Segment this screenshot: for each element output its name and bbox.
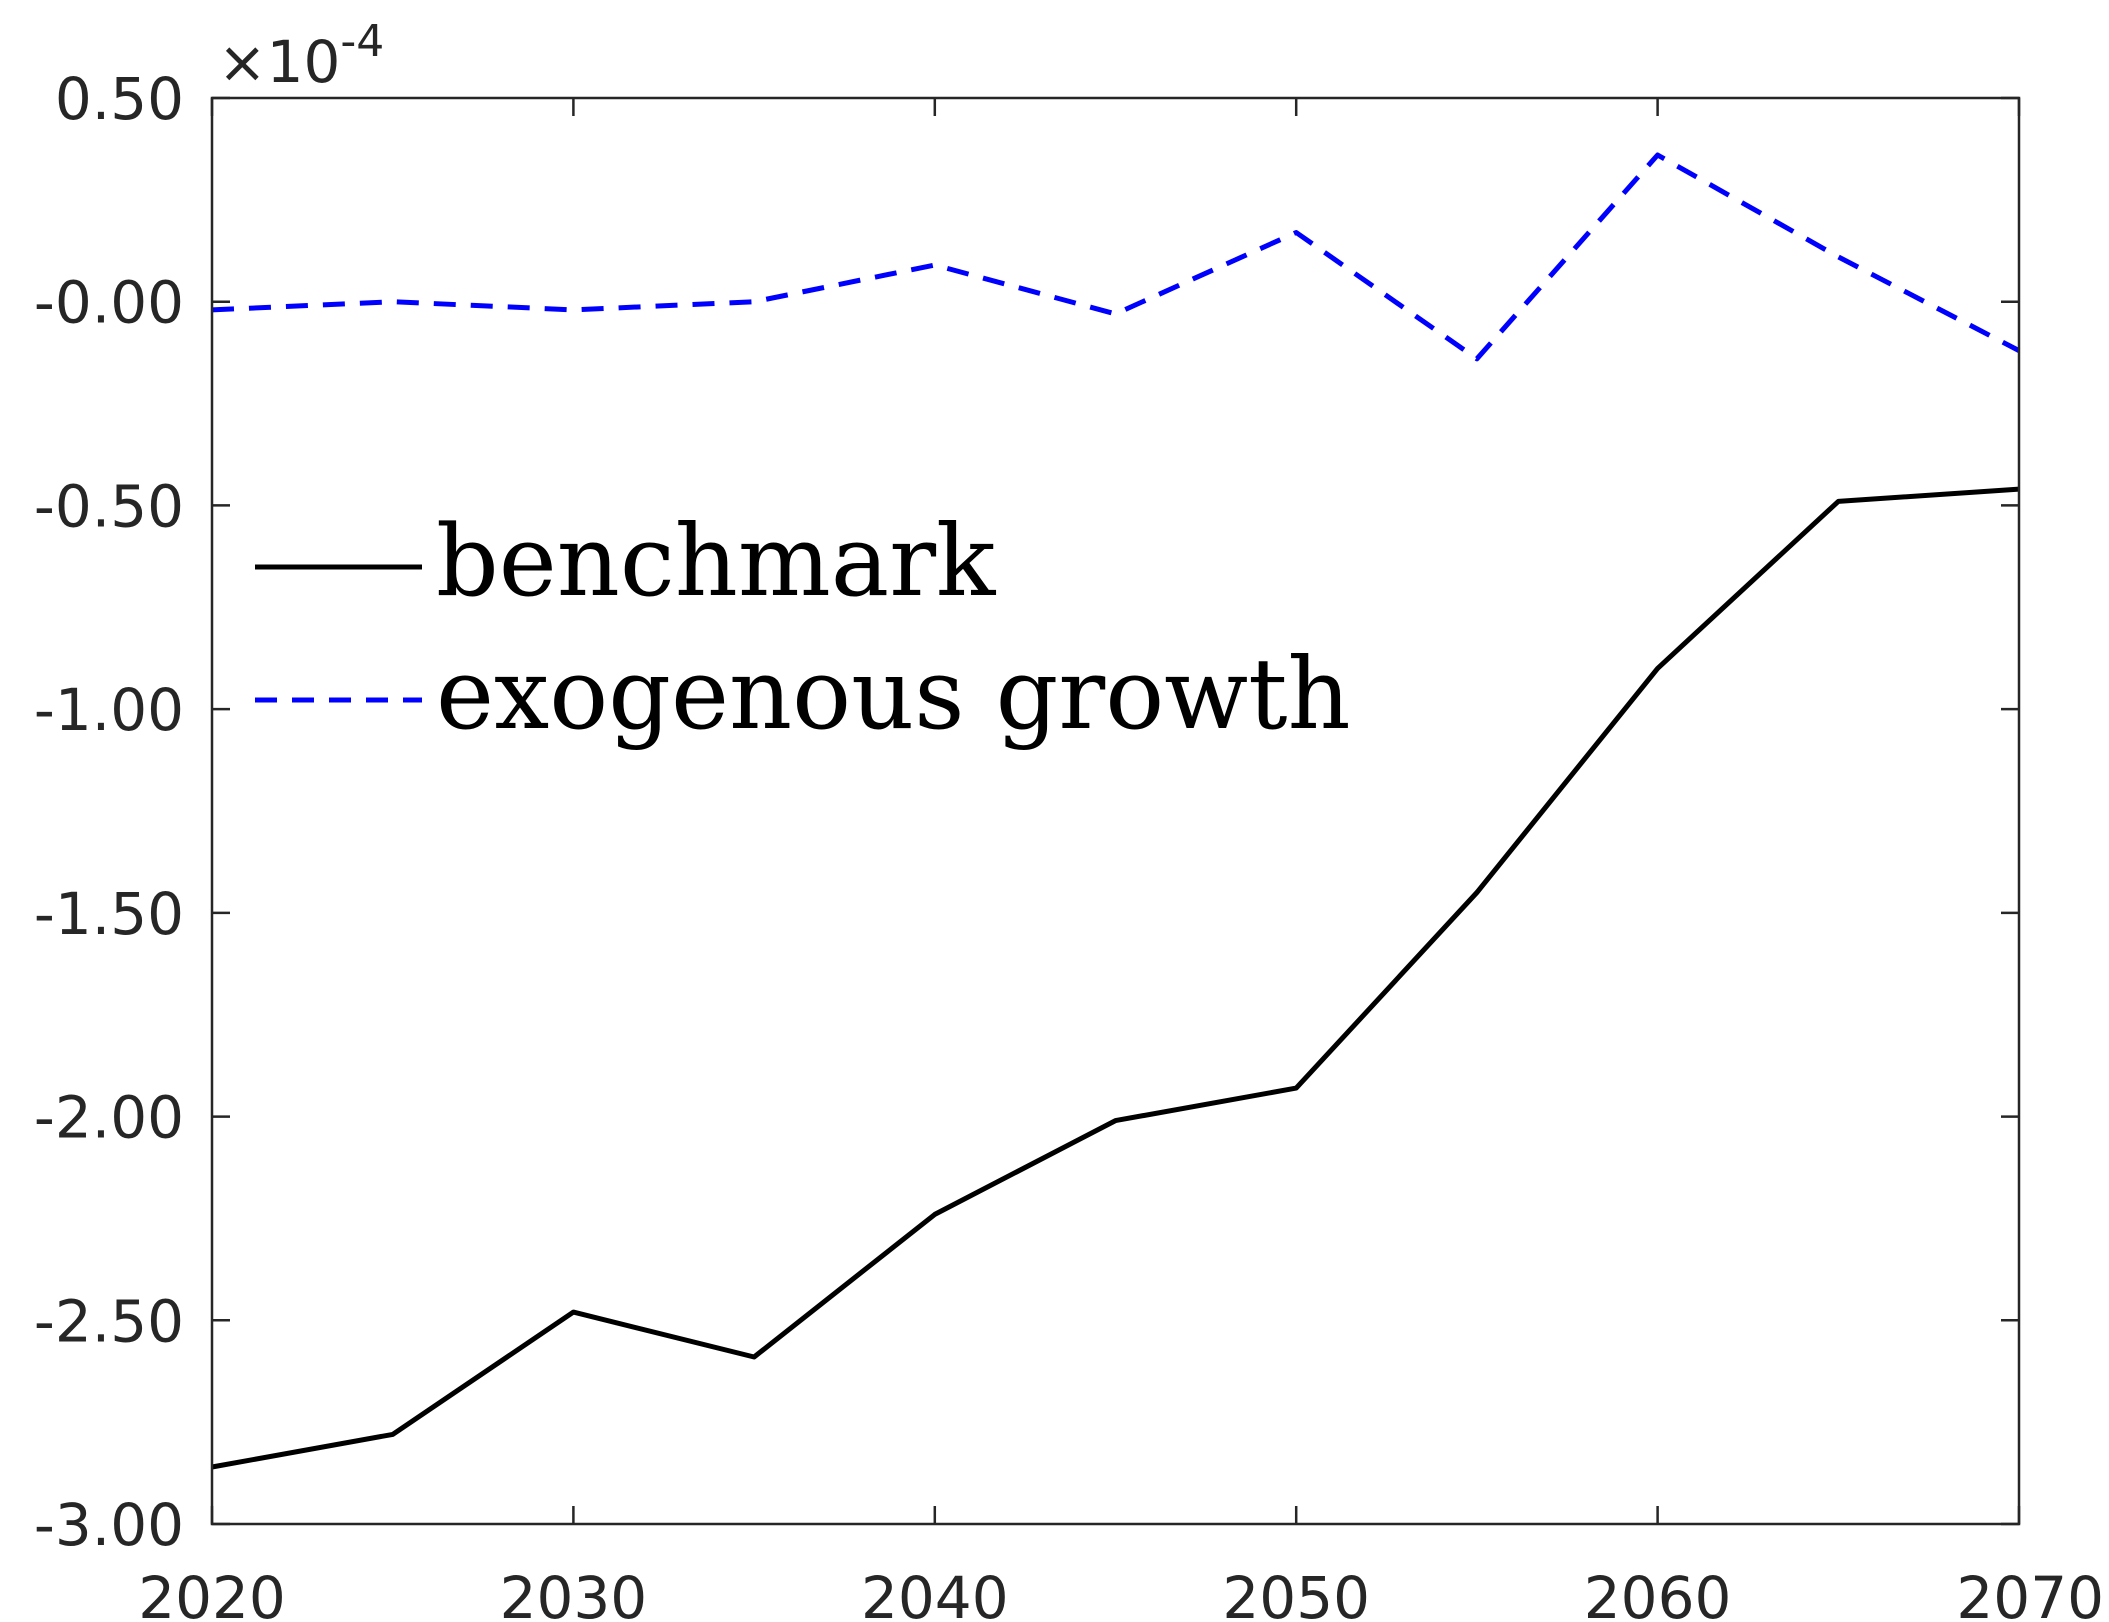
y-multiplier-label: ×10-4 — [218, 16, 384, 96]
y-tick-label: -2.00 — [34, 1084, 184, 1152]
plot-frame — [210, 96, 2021, 1526]
legend: benchmark exogenous growth — [255, 505, 1351, 752]
legend-label-benchmark: benchmark — [436, 505, 997, 619]
y-tick-label: -2.50 — [34, 1287, 184, 1355]
plot-area — [212, 98, 2019, 1524]
x-tick-label: 2030 — [500, 1564, 648, 1622]
x-tick-label: 2060 — [1584, 1564, 1732, 1622]
series-line-benchmark — [211, 486, 2020, 1470]
x-tick-label: 2050 — [1222, 1564, 1370, 1622]
x-tick-label: 2040 — [861, 1564, 1009, 1622]
y-tick-label: -1.00 — [34, 676, 184, 744]
tick-layer — [210, 96, 2021, 1526]
y-tick-label: -0.50 — [34, 472, 184, 540]
y-tick-label: -3.00 — [34, 1491, 184, 1559]
y-multiplier-exponent: -4 — [340, 16, 384, 67]
legend-label-exogenous-growth: exogenous growth — [436, 638, 1351, 752]
x-tick-label: 2070 — [1956, 1564, 2104, 1622]
y-tick-label: -0.00 — [34, 269, 184, 337]
y-multiplier-base: ×10 — [218, 28, 340, 96]
x-tick-labels: 2020 2030 2040 2050 2060 2070 — [138, 1564, 2104, 1622]
y-tick-labels: 0.50 -0.00 -0.50 -1.00 -1.50 -2.00 -2.50 -3.00 — [34, 65, 184, 1559]
series-line-exogenous-growth — [211, 152, 2021, 362]
y-tick-label: 0.50 — [55, 65, 184, 133]
y-tick-label: -1.50 — [34, 880, 184, 948]
x-tick-label: 2020 — [138, 1564, 286, 1622]
series-layer — [211, 152, 2021, 1470]
